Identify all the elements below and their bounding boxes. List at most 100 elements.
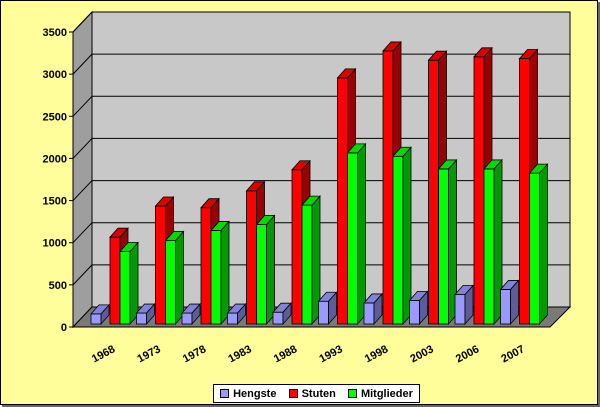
x-axis: 1968 1973 1978 1983 1988 1993 1998 2003 2006 2007 — [90, 343, 527, 365]
bar-top — [272, 302, 292, 313]
bar-top — [210, 221, 230, 231]
legend-swatch-mitglieder — [347, 389, 357, 398]
bar-top — [408, 290, 429, 301]
bar-front — [136, 312, 147, 325]
bar-top — [427, 50, 448, 61]
bar-front — [181, 312, 193, 325]
legend-swatch-stuten — [288, 389, 298, 398]
bar-top — [382, 41, 402, 52]
bar-mitglieder-1968 — [119, 241, 139, 326]
bar-front — [428, 59, 439, 325]
bar-front — [454, 294, 466, 325]
legend-label-mitglieder: Mitglieder — [360, 387, 413, 400]
bar-mitglieder-1978 — [210, 220, 230, 326]
bar-top — [245, 181, 266, 192]
x-tick-label: 1988 — [272, 343, 299, 365]
bar-front — [109, 236, 121, 325]
bar-top — [135, 303, 156, 314]
bar-front — [519, 58, 530, 325]
bar-top — [255, 215, 276, 225]
gridline-side — [72, 138, 93, 159]
bar-hengste-1998 — [363, 292, 383, 326]
bar-hengste-2007 — [499, 279, 520, 326]
bar-side — [402, 146, 412, 326]
y-tick-label: 2000 — [43, 153, 67, 165]
bar-front — [227, 312, 238, 325]
x-tick-label: 2007 — [499, 343, 526, 365]
y-tick-label: 2500 — [43, 111, 67, 123]
bar-top — [336, 68, 357, 79]
bar-top — [528, 163, 549, 174]
bar-mitglieder-1998 — [392, 146, 412, 326]
bar-front — [337, 77, 348, 325]
bar-hengste-2006 — [454, 284, 474, 326]
bar-mitglieder-2006 — [483, 158, 503, 326]
x-tick-label: 1973 — [135, 343, 162, 365]
bar-front — [256, 224, 267, 325]
bar-front — [301, 204, 313, 325]
bar-top — [454, 285, 474, 295]
x-tick-label: 2006 — [454, 343, 481, 365]
y-tick-label: 3500 — [43, 27, 67, 39]
legend-item-stuten: Stuten — [288, 387, 336, 400]
bar-front — [165, 240, 176, 325]
bar-top — [164, 231, 185, 241]
bar-hengste-1993 — [317, 291, 338, 326]
bar-top — [473, 47, 493, 58]
bar-top — [437, 159, 458, 170]
bar-mitglieder-1988 — [301, 195, 321, 326]
bar-front — [291, 169, 303, 325]
bar-top — [363, 293, 383, 304]
legend-label-stuten: Stuten — [301, 387, 336, 400]
bar-front — [246, 190, 257, 325]
x-tick-label: 1993 — [317, 343, 344, 365]
bar-top — [200, 198, 220, 209]
bar-mitglieder-1993 — [346, 142, 367, 326]
bar-side — [129, 241, 139, 326]
bar-front — [155, 205, 166, 325]
y-tick-label: 1500 — [43, 196, 67, 208]
bar-side — [266, 214, 275, 326]
gridline-side — [72, 180, 93, 201]
bar-side — [175, 230, 184, 326]
gridline-side — [72, 11, 93, 33]
side-wall — [72, 10, 93, 329]
y-tick-label: 3000 — [43, 69, 67, 81]
bar-top — [154, 196, 175, 207]
bar-front — [90, 313, 102, 325]
bar-front — [210, 230, 222, 325]
bars — [90, 40, 549, 326]
bar-top — [346, 143, 367, 154]
bar-hengste-1978 — [181, 302, 201, 326]
gridline-side — [72, 222, 93, 244]
bar-front — [347, 152, 358, 325]
bar-mitglieder-2007 — [528, 163, 549, 326]
bar-top — [226, 303, 247, 314]
bar-side — [539, 163, 548, 326]
bar-hengste-1973 — [135, 302, 156, 326]
bar-top — [392, 146, 412, 157]
legend: Hengste Stuten Mitglieder — [213, 384, 420, 403]
bar-front — [200, 207, 212, 325]
bar-hengste-1983 — [226, 302, 247, 326]
x-tick-label: 1968 — [90, 343, 117, 365]
legend-item-hengste: Hengste — [220, 388, 276, 400]
bar-front — [363, 302, 375, 325]
bar-mitglieder-1973 — [164, 230, 185, 326]
bar-front — [483, 168, 495, 325]
bar-front — [473, 56, 485, 325]
legend-swatch-hengste — [220, 389, 230, 398]
legend-item-mitglieder: Mitglieder — [347, 387, 413, 400]
gridline-side — [72, 53, 93, 75]
bar-front — [382, 50, 394, 325]
y-tick-label: 1000 — [43, 238, 67, 250]
bar-hengste-2003 — [408, 290, 429, 326]
bar-top — [317, 291, 338, 302]
bar-front — [409, 299, 420, 325]
x-tick-label: 1998 — [363, 343, 390, 365]
y-tick-label: 500 — [49, 280, 67, 292]
bar-top — [499, 280, 520, 290]
bar-front — [119, 251, 131, 325]
gridline-side — [72, 95, 93, 117]
